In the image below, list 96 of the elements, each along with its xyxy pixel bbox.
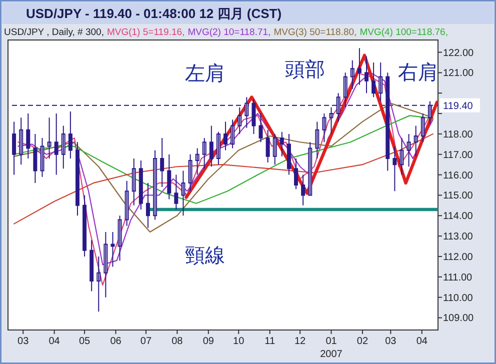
x-tick-label: 02 bbox=[356, 336, 368, 347]
x-tick-label: 05 bbox=[78, 336, 91, 347]
candlestick bbox=[238, 106, 242, 134]
candlestick bbox=[174, 174, 178, 210]
candlestick bbox=[343, 72, 348, 108]
candlestick bbox=[414, 125, 418, 157]
candlestick bbox=[280, 131, 284, 157]
x-tick-label: 09 bbox=[202, 336, 214, 347]
candlestick bbox=[230, 119, 235, 149]
y-tick-label: 115.00 bbox=[443, 190, 474, 202]
ref-line-label: 119.40 bbox=[443, 100, 474, 112]
candlestick bbox=[216, 131, 220, 166]
x-tick-label: 07 bbox=[140, 336, 152, 347]
x-tick-label: 12 bbox=[294, 336, 306, 347]
candlestick bbox=[26, 113, 30, 159]
candlestick bbox=[40, 138, 44, 178]
x-tick-label: 03 bbox=[18, 336, 30, 347]
candlestick bbox=[138, 160, 143, 210]
legend: USD/JPY , Daily, # 300, MVG(1) 5=119.16, MVG(2) 10=118.71, MVG(3) 50=118.80, MVG(4) 100=118.76, bbox=[4, 27, 448, 38]
y-tick-label: 110.00 bbox=[443, 292, 474, 304]
candlestick bbox=[322, 113, 326, 143]
y-tick-label: 116.00 bbox=[443, 170, 474, 182]
x-tick-label: 06 bbox=[110, 336, 122, 347]
candlestick bbox=[61, 125, 66, 170]
candlestick bbox=[294, 158, 298, 190]
candlestick bbox=[392, 146, 397, 192]
annotation: 頭部 bbox=[285, 57, 325, 81]
annotation: 頸線 bbox=[185, 243, 225, 267]
x-tick-label: 10 bbox=[233, 336, 245, 347]
y-tick-label: 122.00 bbox=[443, 48, 474, 59]
candlestick bbox=[188, 154, 192, 192]
x-tick-label: 01 2007 bbox=[320, 336, 343, 360]
candlestick bbox=[90, 240, 94, 292]
y-tick-label: 118.00 bbox=[443, 129, 474, 140]
candlestick bbox=[420, 113, 425, 143]
candlestick bbox=[378, 62, 383, 102]
candlestick bbox=[329, 106, 334, 134]
y-tick-label: 113.00 bbox=[443, 232, 474, 243]
candlestick bbox=[153, 150, 158, 220]
candlestick bbox=[428, 100, 432, 124]
y-tick-label: 121.00 bbox=[443, 68, 474, 80]
candlestick bbox=[96, 256, 101, 312]
candlestick bbox=[146, 182, 150, 228]
candlestick bbox=[132, 158, 136, 206]
candlestick bbox=[68, 110, 72, 159]
y-tick-label: 112.00 bbox=[443, 252, 474, 263]
candlestick bbox=[266, 129, 270, 164]
candlestick bbox=[19, 117, 24, 166]
candlestick bbox=[244, 96, 249, 128]
candlestick bbox=[364, 56, 368, 94]
y-tick-label: 109.00 bbox=[443, 313, 474, 324]
candlestick bbox=[82, 194, 87, 257]
candlestick bbox=[372, 62, 376, 98]
candlestick bbox=[224, 121, 228, 151]
candlestick bbox=[167, 154, 172, 200]
candlestick bbox=[286, 133, 291, 176]
x-tick-label: 04 bbox=[48, 336, 60, 347]
chart-title: USD/JPY - 119.40 - 01:48:00 12 四月 (CST) bbox=[26, 6, 282, 21]
candlestick bbox=[252, 98, 256, 134]
candlestick bbox=[54, 113, 58, 176]
y-tick-label: 114.00 bbox=[443, 211, 474, 222]
candlestick bbox=[350, 60, 354, 90]
candlestick bbox=[33, 133, 38, 184]
candlestick bbox=[258, 113, 263, 143]
candlestick bbox=[124, 180, 129, 226]
candlestick bbox=[336, 92, 340, 122]
candlestick bbox=[386, 72, 390, 172]
x-tick-label: 03 bbox=[385, 336, 397, 347]
candlestick bbox=[400, 138, 404, 176]
candlestick bbox=[110, 231, 115, 268]
candlestick bbox=[406, 133, 411, 168]
candlestick bbox=[47, 117, 52, 159]
y-tick-label: 117.00 bbox=[443, 150, 474, 161]
candlestick bbox=[308, 142, 312, 196]
candlestick bbox=[357, 48, 362, 86]
line-series bbox=[13, 102, 434, 233]
candlestick bbox=[12, 121, 16, 176]
x-tick-label: 04 bbox=[416, 336, 428, 347]
candlestick bbox=[118, 215, 122, 262]
candlestick bbox=[104, 231, 108, 298]
candlestick bbox=[160, 138, 164, 188]
line-series bbox=[13, 133, 434, 224]
candlestick bbox=[209, 125, 214, 168]
candlestick bbox=[75, 142, 80, 216]
candlestick bbox=[315, 121, 320, 159]
candlestick bbox=[301, 174, 306, 206]
x-tick-label: 08 bbox=[172, 336, 184, 347]
annotation: 左肩 bbox=[185, 61, 225, 85]
x-tick-label: 11 bbox=[264, 336, 276, 347]
line-series bbox=[13, 115, 434, 204]
candlestick bbox=[202, 138, 206, 170]
candlestick bbox=[181, 170, 186, 216]
candlestick bbox=[195, 148, 200, 176]
candlestick bbox=[272, 133, 277, 166]
y-tick-label: 111.00 bbox=[443, 272, 473, 284]
annotation: 右肩 bbox=[398, 60, 438, 84]
